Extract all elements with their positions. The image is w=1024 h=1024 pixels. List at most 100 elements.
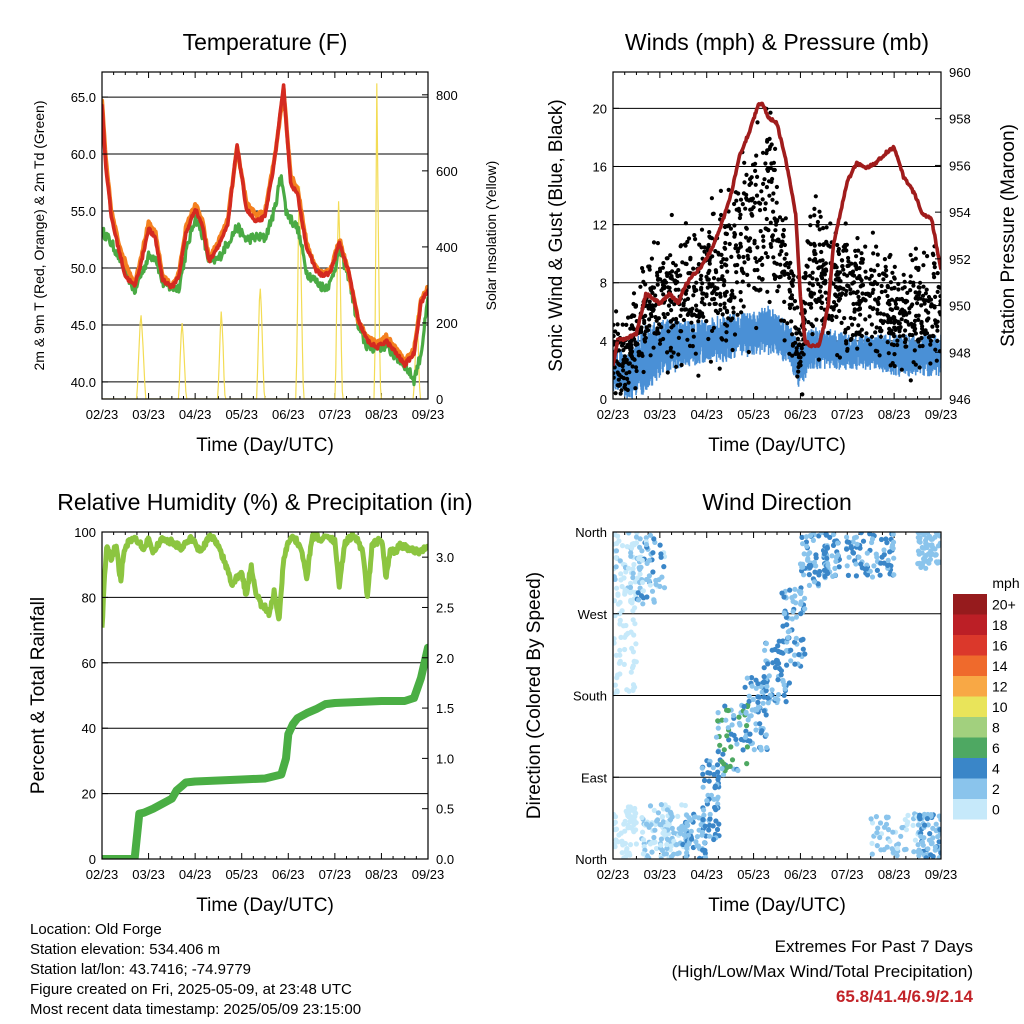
gust-point xyxy=(754,325,759,331)
gust-point xyxy=(764,151,769,156)
direction-point xyxy=(754,707,760,713)
gust-point xyxy=(724,263,729,268)
direction-point xyxy=(759,728,765,734)
gust-point xyxy=(722,301,727,306)
colorbar-label: 2 xyxy=(992,781,1000,797)
direction-point xyxy=(863,566,870,572)
gust-point xyxy=(737,215,743,221)
direction-point xyxy=(629,645,635,652)
gust-point xyxy=(738,212,743,217)
x-tick-label: 07/23 xyxy=(831,407,864,422)
gust-point xyxy=(903,298,909,303)
direction-point xyxy=(903,827,910,833)
gust-point xyxy=(690,306,695,311)
direction-point xyxy=(873,814,880,820)
gust-point xyxy=(647,317,652,322)
gust-point xyxy=(773,274,779,279)
gust-point xyxy=(719,264,724,269)
colorbar-swatch xyxy=(953,778,987,799)
gust-point xyxy=(877,353,882,358)
gust-point xyxy=(683,221,689,226)
gust-point xyxy=(686,236,692,241)
direction-point xyxy=(877,820,884,826)
gust-point xyxy=(724,257,729,262)
gust-point xyxy=(833,292,838,297)
gust-point xyxy=(673,263,678,268)
gust-point xyxy=(857,302,862,307)
gust-point xyxy=(841,286,846,291)
gust-point xyxy=(763,161,768,166)
direction-point xyxy=(873,551,879,557)
gust-point xyxy=(665,256,670,261)
direction-point xyxy=(632,621,638,627)
direction-point xyxy=(894,853,900,859)
direction-point xyxy=(864,550,870,556)
gust-point xyxy=(806,287,811,292)
gust-point xyxy=(835,242,840,248)
gust-point xyxy=(738,290,743,295)
direction-point xyxy=(660,806,667,812)
direction-point xyxy=(651,807,657,814)
gust-point xyxy=(758,201,763,206)
direction-point xyxy=(735,767,741,774)
gust-point xyxy=(647,299,652,304)
gust-point xyxy=(729,254,734,259)
figure-created: Figure created on Fri, 2025-05-09, at 23… xyxy=(30,981,352,998)
gust-point xyxy=(782,256,787,261)
gust-point xyxy=(735,249,740,254)
direction-point xyxy=(932,534,938,540)
gust-point xyxy=(704,294,709,299)
x-tick-label: 05/23 xyxy=(737,407,770,422)
gust-point xyxy=(628,341,633,346)
gust-point xyxy=(895,342,900,348)
gust-point xyxy=(758,229,763,234)
direction-point xyxy=(647,582,653,588)
direction-point xyxy=(686,841,692,847)
direction-point xyxy=(628,599,634,605)
gust-point xyxy=(648,353,653,358)
gust-point xyxy=(691,266,696,271)
gust-point xyxy=(834,314,839,320)
direction-point xyxy=(869,536,876,542)
direction-point xyxy=(720,772,727,778)
gust-point xyxy=(724,338,729,343)
gust-point xyxy=(915,338,921,343)
direction-point xyxy=(910,822,916,829)
gust-point xyxy=(855,236,860,241)
x-tick-label: 06/23 xyxy=(272,867,305,882)
direction-point xyxy=(878,536,885,543)
gust-point xyxy=(757,275,762,280)
gust-point xyxy=(638,327,644,332)
direction-point xyxy=(804,543,810,549)
gust-point xyxy=(735,312,740,317)
direction-point xyxy=(705,770,711,776)
gust-point xyxy=(691,293,696,298)
gust-point xyxy=(719,252,724,257)
colorbar-label: 20+ xyxy=(992,596,1016,612)
gust-point xyxy=(709,284,714,289)
direction-point xyxy=(699,765,705,771)
x-tick-label: 07/23 xyxy=(319,407,352,422)
direction-point xyxy=(801,572,807,578)
gust-point xyxy=(768,220,773,225)
direction-point xyxy=(887,549,893,555)
gust-point xyxy=(908,378,913,383)
direction-point xyxy=(630,566,636,572)
gust-point xyxy=(718,302,723,307)
direction-point xyxy=(922,557,928,563)
direction-point xyxy=(868,816,874,822)
direction-point xyxy=(785,635,791,641)
gust-point xyxy=(771,191,776,196)
direction-point xyxy=(833,558,839,565)
gust-point xyxy=(888,280,894,285)
direction-point xyxy=(626,532,632,536)
gust-point xyxy=(907,332,913,337)
gust-point xyxy=(824,225,829,230)
direction-point xyxy=(659,574,665,580)
gust-point xyxy=(660,265,666,270)
gust-point xyxy=(617,372,622,378)
gust-point xyxy=(801,352,806,357)
direction-point xyxy=(924,816,931,822)
gust-point xyxy=(826,330,831,335)
direction-point xyxy=(935,834,941,840)
